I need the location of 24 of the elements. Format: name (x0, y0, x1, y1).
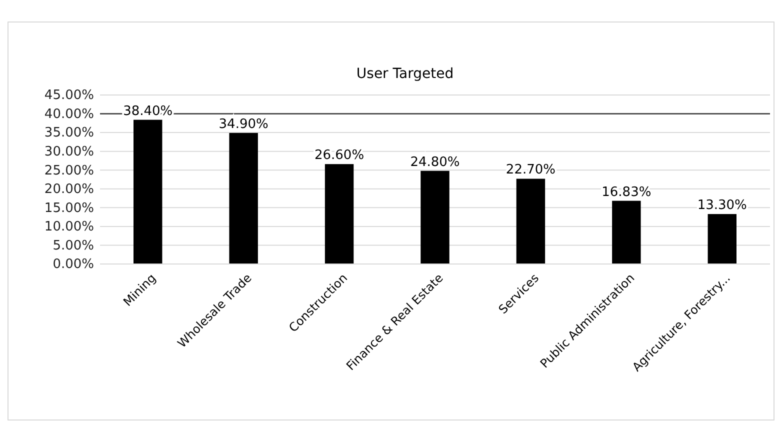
y-tick-label: 45.00% (44, 88, 94, 104)
bar (229, 132, 258, 264)
bar (134, 120, 162, 264)
y-tick-label: 5.00% (52, 238, 94, 254)
data-label: 24.80% (410, 154, 460, 170)
y-tick-label: 15.00% (44, 200, 94, 216)
y-tick-label: 30.00% (44, 144, 94, 160)
y-tick-label: 35.00% (44, 126, 94, 141)
bar (708, 214, 736, 264)
data-label: 34.90% (218, 116, 268, 132)
bar (612, 200, 641, 264)
data-label: 13.30% (697, 198, 747, 214)
y-tick-label: 40.00% (44, 106, 94, 122)
data-label: 26.60% (314, 148, 364, 164)
y-tick-label: 0.00% (52, 257, 94, 272)
y-tick-label: 25.00% (44, 163, 94, 178)
y-tick-label: 20.00% (44, 182, 94, 198)
chart-title: User Targeted (356, 66, 454, 82)
data-label: 22.70% (506, 162, 556, 178)
bar (324, 164, 354, 264)
y-tick-label: 10.00% (44, 220, 94, 235)
data-label: 16.83% (602, 184, 652, 200)
bar (516, 178, 546, 264)
bar (420, 170, 450, 264)
